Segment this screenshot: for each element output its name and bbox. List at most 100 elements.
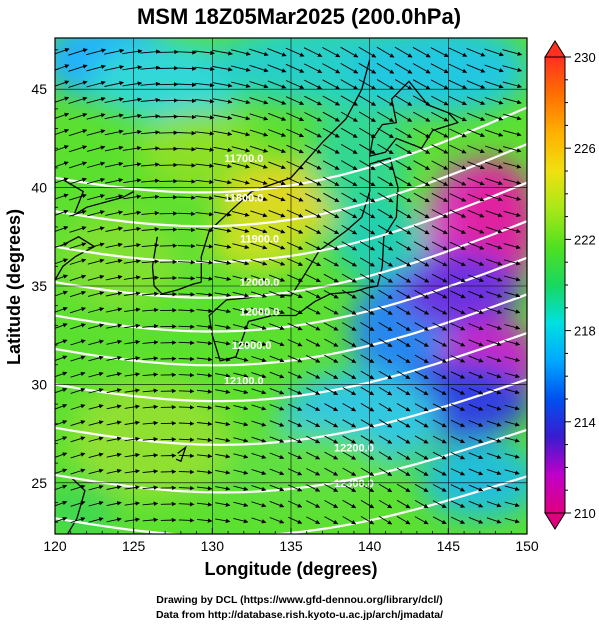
wind-arrow — [87, 226, 105, 233]
wind-arrow — [268, 258, 286, 266]
wind-arrow — [413, 127, 431, 138]
wind-arrow — [396, 289, 411, 299]
wind-arrow — [396, 370, 411, 380]
wind-arrow — [214, 308, 231, 314]
wind-arrow — [396, 354, 411, 364]
wind-arrow — [196, 502, 213, 507]
wind-arrow — [466, 96, 486, 105]
wind-arrow — [286, 128, 304, 138]
wind-arrow — [269, 339, 285, 347]
wind-arrow — [450, 387, 466, 395]
wind-arrow — [251, 420, 267, 427]
wind-arrow — [450, 322, 466, 331]
contour-label: 12000.0 — [240, 277, 280, 289]
x-tick-label: 125 — [122, 538, 146, 554]
wind-arrow — [304, 112, 322, 122]
wind-arrow — [195, 227, 214, 233]
wind-arrow — [250, 210, 268, 218]
wind-arrow — [106, 420, 122, 426]
wind-arrow — [413, 160, 430, 170]
wind-arrow — [233, 453, 249, 459]
wind-arrow — [215, 486, 231, 491]
contour-label: 12000.0 — [240, 307, 280, 319]
wind-arrow — [124, 356, 141, 361]
wind-arrow — [377, 127, 394, 139]
wind-arrow — [87, 274, 105, 281]
wind-arrow — [450, 516, 466, 524]
wind-arrow — [341, 192, 358, 203]
wind-arrow — [414, 338, 429, 347]
wind-arrow — [140, 97, 161, 103]
wind-arrow — [377, 208, 394, 219]
wind-arrow — [396, 435, 411, 444]
wind-arrow — [142, 307, 159, 313]
wind-arrow — [485, 177, 503, 186]
wind-arrow — [269, 517, 285, 524]
wind-arrow — [486, 485, 502, 492]
wind-arrow — [431, 111, 449, 122]
wind-arrow — [414, 403, 429, 412]
wind-arrow — [412, 63, 431, 74]
wind-arrow — [233, 421, 249, 427]
wind-arrow — [432, 451, 447, 460]
wind-arrow — [213, 146, 233, 153]
wind-arrow — [341, 160, 358, 171]
wind-arrow — [432, 500, 447, 508]
wind-arrow — [233, 501, 249, 508]
wind-arrow — [230, 49, 251, 56]
wind-arrow — [394, 46, 413, 58]
wind-arrow — [268, 242, 286, 250]
wind-arrow — [214, 276, 232, 282]
colorbar-tick-label: 218 — [574, 324, 596, 339]
wind-arrow — [124, 323, 141, 329]
wind-arrow — [249, 97, 269, 105]
wind-arrow — [123, 226, 142, 232]
wind-arrow — [485, 226, 503, 234]
wind-arrow — [178, 421, 195, 426]
wind-arrow — [105, 291, 123, 297]
wind-arrow — [141, 194, 160, 200]
wind-arrow — [341, 257, 357, 267]
wind-arrow — [504, 437, 520, 443]
wind-arrow — [196, 437, 213, 443]
wind-arrow — [87, 242, 105, 249]
wind-arrow — [196, 260, 214, 265]
wind-arrow — [377, 176, 394, 187]
wind-arrow — [432, 516, 447, 525]
wind-arrow — [450, 355, 466, 363]
wind-arrow — [396, 338, 411, 347]
wind-arrow — [106, 372, 122, 377]
wind-arrow — [468, 274, 484, 282]
wind-arrow — [287, 339, 303, 347]
wind-arrow — [269, 290, 285, 298]
wind-arrow — [86, 48, 107, 56]
wind-arrow — [196, 405, 213, 410]
wind-arrow — [305, 306, 321, 315]
wind-arrow — [303, 47, 323, 58]
wind-arrow — [142, 485, 159, 490]
y-axis-ticks: 25 30 35 40 45 — [31, 49, 58, 523]
wind-arrow — [395, 127, 412, 138]
wind-arrow — [232, 307, 249, 314]
wind-arrow — [55, 355, 68, 361]
wind-arrow — [195, 179, 214, 185]
wind-arrow — [88, 468, 104, 475]
wind-arrow — [250, 194, 268, 202]
wind-arrow — [105, 194, 124, 200]
wind-arrow — [68, 145, 88, 153]
wind-arrow — [269, 355, 285, 363]
wind-arrow — [484, 64, 504, 73]
wind-arrow — [467, 258, 485, 266]
wind-arrow — [269, 500, 285, 508]
wind-arrow — [215, 405, 231, 411]
wind-arrow — [251, 452, 267, 459]
wind-arrow — [194, 50, 215, 56]
wind-arrow — [414, 467, 429, 476]
wind-arrow — [286, 193, 304, 202]
wind-arrow — [342, 338, 357, 347]
wind-arrow — [232, 340, 249, 346]
wind-arrow — [287, 403, 303, 411]
wind-arrow — [178, 388, 195, 394]
wind-arrow — [396, 386, 411, 396]
wind-arrow — [432, 403, 447, 412]
